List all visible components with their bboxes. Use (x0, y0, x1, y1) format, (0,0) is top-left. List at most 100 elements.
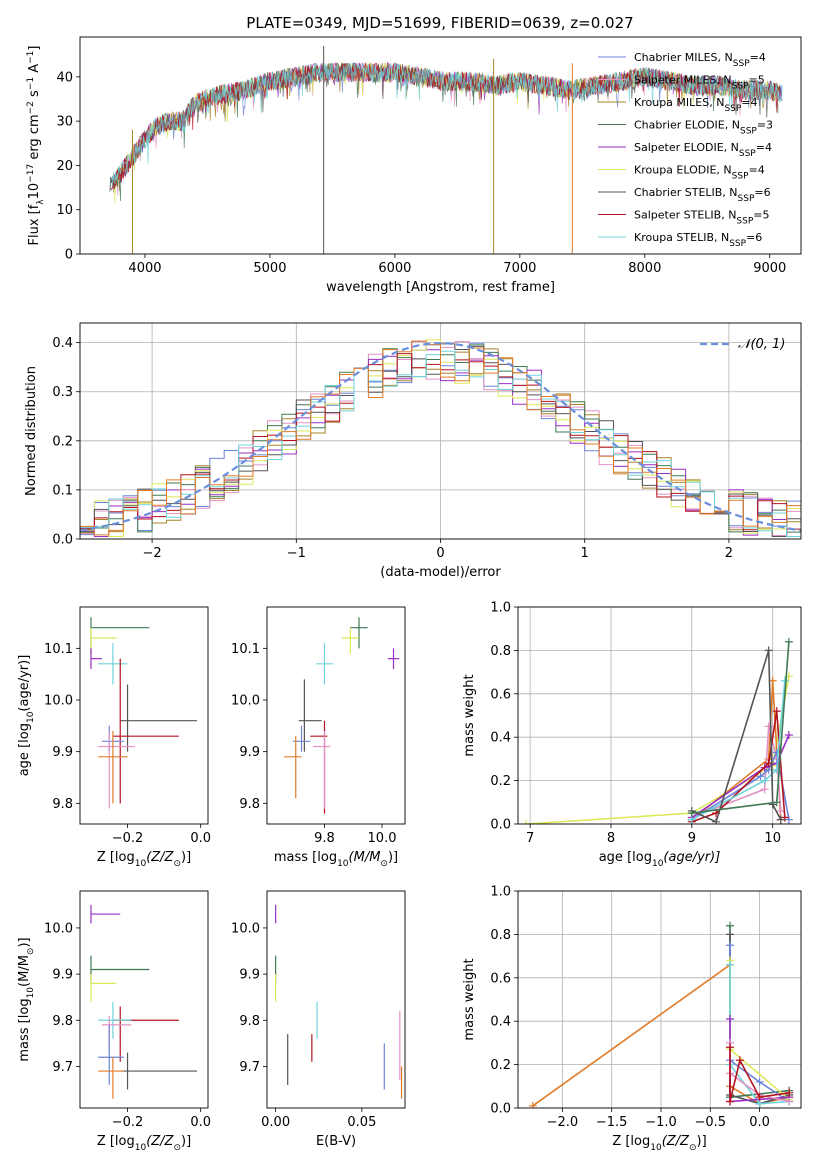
x-tick-label: 2 (725, 546, 733, 561)
x-tick-label: 0.0 (190, 831, 211, 846)
legend-label-part: =4 (749, 164, 765, 177)
legend-label-part: Kroupa MILES, N (634, 96, 724, 109)
y-axis-label-part: 10 (27, 183, 42, 200)
legend-label: Chabrier STELIB, NSSP=6 (634, 186, 771, 204)
x-axis-label-part: ⊙ (380, 859, 388, 869)
weight-marker (756, 772, 765, 781)
x-axis-label-part: age [log (599, 850, 652, 865)
x-axis-label: wavelength [Angstrom, rest frame] (326, 280, 555, 295)
mass-vs-EBV-panel: 0.00 0.05 9.7 9.8 9.9 10.0 E(B-V) (231, 890, 406, 1149)
histogram-series (80, 340, 801, 536)
x-tick-label: 0.0 (190, 1115, 211, 1130)
weight-marker (780, 813, 789, 822)
x-tick-label: 8000 (628, 261, 661, 276)
axes-frame (517, 890, 802, 1109)
errorbars (284, 617, 400, 814)
x-tick-label: −0.2 (112, 1115, 144, 1130)
legend-label-part: Chabrier MILES, N (634, 51, 733, 64)
weight-series-line (526, 676, 790, 824)
x-axis-label-part: 10 (650, 1143, 662, 1153)
x-axis-label: Z [log10(Z/Z⊙)] (97, 1134, 191, 1153)
legend-label-part: SSP (732, 172, 749, 182)
spectrum-lines (109, 45, 783, 254)
axes-frame (79, 890, 209, 1109)
legend-label-part: =6 (746, 231, 762, 244)
axes-frame (266, 606, 406, 825)
x-tick-label: −0.2 (112, 831, 144, 846)
y-tick-label: 0.4 (490, 731, 511, 746)
y-axis-label-part: erg cm (27, 114, 42, 163)
x-tick-label: 4000 (128, 261, 161, 276)
x-tick-label: 8 (607, 831, 615, 846)
x-tick-label: 0 (436, 546, 444, 561)
weight-marker (772, 707, 781, 716)
y-axis-label: Normed distribution (24, 366, 39, 496)
legend-label-part: Chabrier ELODIE, N (634, 119, 740, 132)
x-tick-label: 0.00 (261, 1115, 290, 1130)
y-tick-label: 9.8 (239, 1014, 260, 1029)
legend-label-part: Kroupa STELIB, N (634, 231, 729, 244)
weight-series-line (691, 734, 790, 819)
weight-marker (780, 676, 789, 685)
y-tick-label: 9.7 (52, 1060, 73, 1075)
y-tick-label: 1.0 (490, 885, 511, 900)
x-axis-label: age [log10(age/yr)] (599, 850, 721, 869)
y-axis-label-part: 10 (26, 711, 36, 723)
weight-marker (735, 1056, 744, 1065)
y-tick-label: 20 (56, 159, 73, 174)
legend-label-part: =3 (757, 119, 773, 132)
x-tick-label: 10 (764, 831, 781, 846)
y-axis-label-part: −1 (26, 51, 36, 64)
legend-label: Kroupa STELIB, NSSP=6 (634, 231, 762, 249)
weight-marker (522, 820, 531, 824)
weight-marker (755, 1077, 764, 1086)
y-tick-label: 40 (56, 70, 73, 85)
y-axis-label-part: 10 (26, 987, 36, 999)
x-tick-label: −2.0 (547, 1115, 579, 1130)
y-axis-label: age [log10(age/yr)] (17, 655, 36, 777)
y-axis-label-part: −2 (26, 101, 36, 114)
legend-label-part: =4 (750, 51, 766, 64)
x-tick-label: 0.0 (749, 1115, 770, 1130)
x-axis-label-part: (Z/Z (662, 1134, 690, 1149)
weight-marker (760, 776, 769, 785)
axes-frame (79, 322, 802, 540)
x-tick-label: 7000 (503, 261, 536, 276)
legend-label-part: =5 (753, 209, 769, 222)
legend-label: Chabrier MILES, NSSP=4 (634, 51, 766, 69)
legend-label: Salpeter ELODIE, NSSP=4 (634, 141, 772, 159)
y-tick-label: 10 (56, 203, 73, 218)
x-tick-label: 0.05 (347, 1115, 376, 1130)
x-tick-label: −1 (287, 546, 306, 561)
spectrum-panel: 4000 5000 6000 7000 8000 9000 0 10 20 30 40 wavelen… (26, 36, 802, 295)
y-tick-label: 0.3 (52, 385, 73, 400)
x-axis-label-part: 10 (652, 859, 664, 869)
mass-vs-Z-panel: −0.2 0.09.79.89.910.0Z [log10(Z/Z⊙)]mass … (17, 890, 211, 1153)
age-vs-Z-panel: −0.2 0.09.89.910.010.1Z [log10(Z/Z⊙)]age … (17, 606, 211, 869)
y-axis-label-part: mass [log (17, 998, 32, 1061)
legend-label: Kroupa MILES, NSSP=4 (634, 96, 758, 114)
y-tick-label: 9.7 (239, 1060, 260, 1075)
errorbars (90, 617, 198, 809)
x-axis-label: (data-model)/error (380, 565, 501, 580)
weight-marker (712, 817, 721, 824)
y-tick-label: 1.0 (490, 601, 511, 616)
weight-marker (784, 815, 793, 824)
legend-label: Salpeter MILES, NSSP=5 (634, 74, 765, 92)
y-tick-label: 10.0 (231, 694, 260, 709)
y-axis-label-part: λ (36, 199, 46, 205)
x-axis-label-part: )] (697, 1134, 707, 1149)
histogram-steps (80, 339, 801, 537)
x-axis-label-part: ⊙ (689, 1143, 697, 1153)
x-tick-label: 10.0 (368, 831, 397, 846)
weight-marker (784, 731, 793, 740)
y-tick-label: 0.8 (490, 928, 511, 943)
legend-label-part: =4 (741, 96, 757, 109)
y-tick-label: 9.8 (239, 797, 260, 812)
y-tick-label: 0.2 (490, 1058, 511, 1073)
weight-marker (726, 1015, 735, 1024)
x-axis-label-part: 10 (135, 1143, 147, 1153)
weight-marker (772, 798, 781, 807)
